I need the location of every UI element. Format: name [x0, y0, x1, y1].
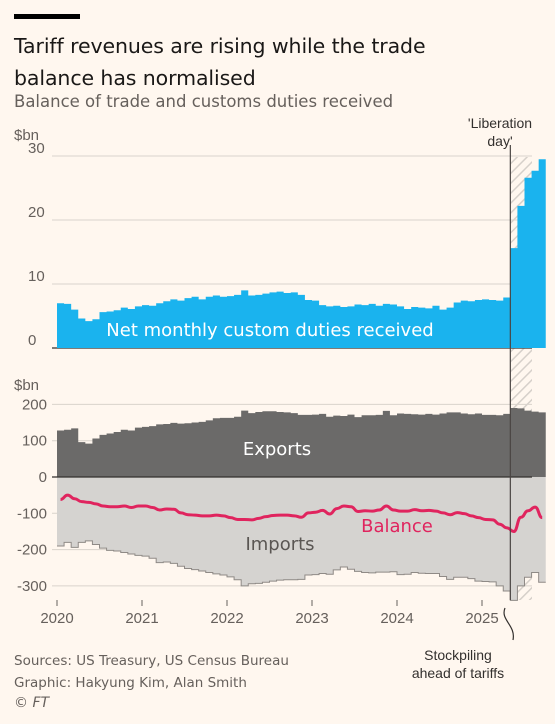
- bottom-unit-label: $bn: [14, 377, 39, 394]
- top-tick-label: 30: [28, 140, 45, 157]
- imports-area: [57, 477, 546, 601]
- bottom-tick-label: -200: [17, 542, 47, 559]
- ft-logo: © FT: [14, 695, 50, 711]
- x-tick-label: 2024: [380, 610, 413, 627]
- chart-subtitle: Balance of trade and customs duties rece…: [14, 92, 394, 111]
- stockpile-connector: [503, 607, 514, 641]
- ft-top-bar: [14, 14, 80, 19]
- x-tick-label: 2022: [210, 610, 243, 627]
- graphic-credit: Graphic: Hakyung Kim, Alan Smith: [14, 675, 247, 691]
- bottom-tick-label: -100: [17, 505, 47, 522]
- duties-series-label: Net monthly custom duties received: [106, 320, 433, 341]
- sources-note: Sources: US Treasury, US Census Bureau: [14, 653, 289, 669]
- imports-outline: [57, 540, 546, 601]
- exports-area: [57, 408, 546, 477]
- top-tick-label: 0: [28, 332, 36, 349]
- exports-label: Exports: [243, 439, 311, 460]
- stockpile-label-line-1: Stockpiling: [424, 647, 492, 663]
- liberation-label-line-1: 'Liberation: [468, 115, 532, 131]
- chart-title: Tariff revenues are rising while the tra…: [14, 30, 534, 94]
- x-tick-label: 2023: [295, 610, 328, 627]
- bottom-tick-label: 0: [39, 469, 47, 486]
- bottom-tick-label: -300: [17, 578, 47, 595]
- bottom-tick-label: 200: [22, 396, 47, 413]
- x-tick-label: 2021: [125, 610, 158, 627]
- x-tick-label: 2025: [465, 610, 498, 627]
- liberation-label-line-2: day': [487, 133, 512, 149]
- chart-title-line-2: balance has normalised: [14, 66, 256, 90]
- stockpile-label-line-2: ahead of tariffs: [412, 665, 504, 681]
- balance-label: Balance: [361, 516, 433, 537]
- x-tick-label: 2020: [40, 610, 73, 627]
- balance-line: [60, 493, 543, 533]
- bottom-tick-label: 100: [22, 433, 47, 450]
- chart-title-line-1: Tariff revenues are rising while the tra…: [14, 34, 426, 58]
- top-tick-label: 20: [28, 204, 45, 221]
- top-tick-label: 10: [28, 268, 45, 285]
- imports-label: Imports: [245, 534, 314, 555]
- top-unit-label: $bn: [14, 127, 39, 144]
- duties-area: [57, 159, 546, 348]
